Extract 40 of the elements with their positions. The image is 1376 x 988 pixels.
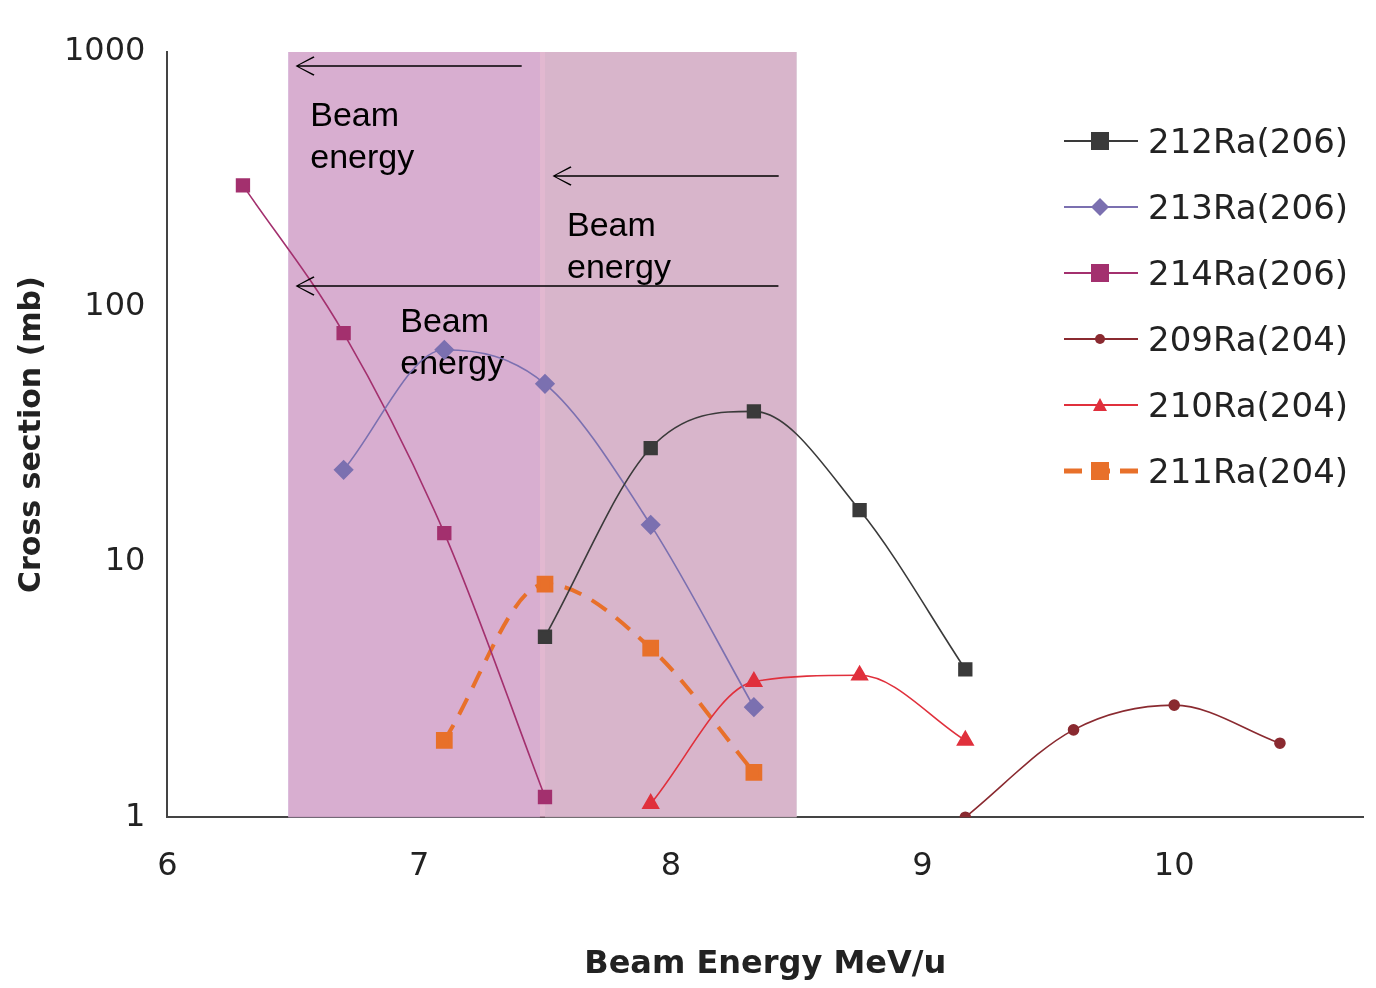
x-tick-label: 8 — [660, 844, 682, 883]
legend-label: 214Ra(206) — [1148, 253, 1349, 293]
point — [746, 404, 762, 419]
legend-label: 209Ra(204) — [1148, 319, 1349, 359]
legend-label: 210Ra(204) — [1148, 385, 1349, 425]
legend-label: 213Ra(206) — [1148, 187, 1349, 227]
x-axis-title: Beam Energy MeV/u — [584, 943, 947, 982]
point — [435, 732, 453, 749]
x-tick-label: 7 — [408, 844, 430, 883]
point — [958, 662, 973, 677]
point — [852, 502, 867, 518]
legend-label: 211Ra(204) — [1148, 451, 1349, 491]
legend-label: 212Ra(206) — [1148, 121, 1349, 161]
point — [744, 697, 764, 717]
point — [535, 374, 555, 394]
point — [437, 525, 452, 541]
point — [640, 515, 661, 535]
point — [642, 639, 660, 657]
x-tick-label: 9 — [912, 844, 933, 883]
point — [1168, 699, 1181, 711]
point — [1067, 724, 1080, 736]
point — [1274, 737, 1286, 750]
point — [235, 178, 251, 193]
point — [333, 460, 354, 480]
y-tick-label: 10 — [104, 540, 146, 579]
point — [536, 575, 554, 593]
y-tick-label: 1000 — [64, 30, 146, 69]
band-label: Beam energy — [400, 301, 505, 382]
y-tick-label: 100 — [84, 285, 146, 324]
band-label: Beam energy — [310, 95, 415, 176]
x-tick-label: 6 — [157, 844, 178, 883]
point — [537, 629, 553, 644]
band-label: Beam energy — [566, 205, 671, 286]
y-axis-title: Cross section (mb) — [11, 276, 47, 593]
y-tick-label: 1 — [125, 795, 146, 834]
point — [336, 326, 351, 341]
point — [643, 440, 658, 456]
x-tick-label: 10 — [1153, 844, 1195, 883]
point — [745, 763, 763, 781]
point — [537, 789, 553, 805]
